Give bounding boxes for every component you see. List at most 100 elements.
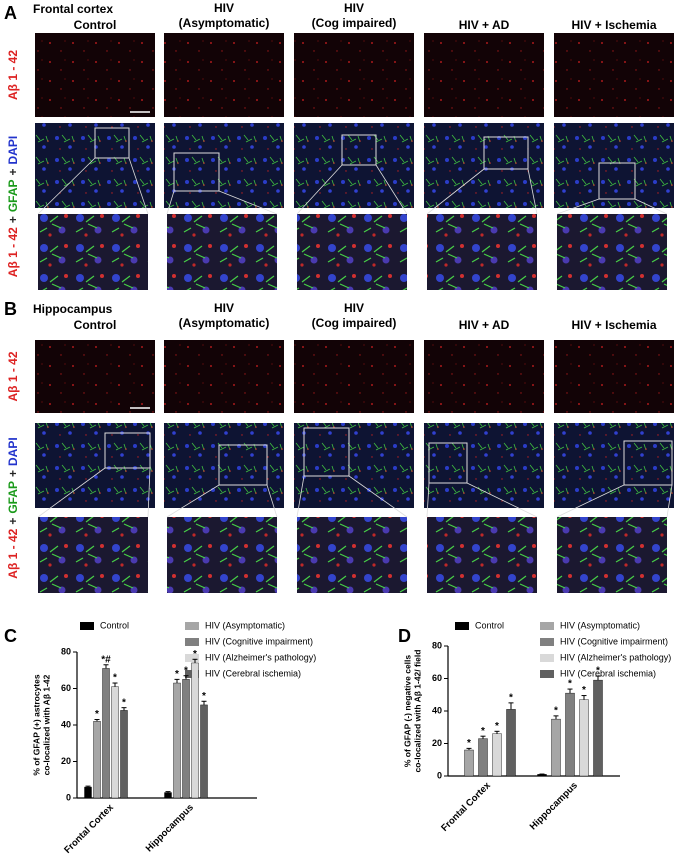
- inset-box: [483, 136, 529, 170]
- micrograph: [35, 423, 155, 508]
- panel-letter: A: [4, 3, 17, 23]
- micrograph: [554, 33, 674, 117]
- inset-box: [173, 152, 220, 192]
- micrograph: [297, 517, 407, 593]
- bar: [200, 704, 208, 799]
- micrograph: [557, 517, 667, 593]
- zoom-line: [147, 467, 151, 518]
- panel-letter: D: [398, 626, 411, 646]
- y-axis-label: co-localized with Aβ 1-42: [41, 674, 51, 775]
- micrograph: [38, 214, 148, 290]
- row-label-part: Aβ 1 - 42: [6, 528, 20, 578]
- column-header: HIV + AD: [459, 318, 510, 332]
- micrograph: [164, 423, 284, 508]
- significance-label: *: [582, 685, 586, 696]
- column-header: Control: [74, 18, 117, 32]
- row-label-part: +: [6, 518, 20, 525]
- column-header: HIV + Ischemia: [571, 318, 656, 332]
- legend-label: HIV (Alzheimer's pathology): [560, 652, 671, 662]
- panel-letter: B: [4, 299, 17, 319]
- zoom-line: [527, 168, 538, 215]
- micrograph: [35, 340, 155, 413]
- zoom-line: [426, 168, 485, 215]
- bar: [492, 733, 502, 777]
- column-header: HIV: [214, 301, 234, 315]
- micrograph: [297, 214, 407, 290]
- y-tick-label: 60: [432, 673, 442, 683]
- inset-box: [218, 444, 268, 486]
- micrograph: [424, 340, 544, 413]
- zoom-line: [166, 190, 175, 215]
- zoom-line: [128, 157, 149, 215]
- legend-label: HIV (Asymptomatic): [205, 620, 285, 630]
- row-label-part: Aβ 1 - 42: [6, 351, 20, 401]
- bar: [464, 749, 474, 777]
- significance-label: *: [554, 706, 558, 717]
- bar: [478, 738, 488, 777]
- micrograph: [167, 517, 277, 593]
- micrograph: [35, 33, 155, 117]
- zoom-line: [348, 475, 408, 518]
- row-label: Aβ 1 - 42 + GFAP + DAPI: [6, 136, 20, 277]
- image-panels: A Frontal cortexControlHIV(Asymptomatic)H…: [4, 1, 674, 593]
- zoom-line: [426, 482, 430, 518]
- x-tick-label: Frontal Cortex: [62, 802, 116, 856]
- legend-swatch: [185, 622, 199, 630]
- zoom-line: [466, 482, 538, 518]
- legend-label: Control: [100, 620, 129, 630]
- micrograph: [164, 340, 284, 413]
- significance-label: *: [113, 673, 117, 684]
- row-label: Aβ 1 - 42: [6, 50, 20, 100]
- legend-swatch: [540, 622, 554, 630]
- micrograph: [164, 33, 284, 117]
- charts: C Control HIV (Asymptomatic) HIV (Cognitive…: [4, 620, 671, 855]
- zoom-line: [166, 484, 220, 518]
- zoom-line: [296, 475, 305, 518]
- row-label-part: Aβ 1 - 42: [6, 227, 20, 277]
- inset-box: [623, 440, 673, 486]
- row-label-part: +: [6, 168, 20, 175]
- bar: [551, 718, 561, 777]
- legend-label: HIV (Cognitive impairment): [205, 636, 313, 646]
- legend-swatch: [540, 654, 554, 662]
- bar: [182, 679, 190, 799]
- y-tick-label: 40: [61, 719, 71, 729]
- inset-box: [598, 162, 636, 200]
- column-header: HIV: [344, 1, 364, 15]
- row-label-part: GFAP: [6, 481, 20, 514]
- y-tick-label: 60: [61, 683, 71, 693]
- legend-swatch: [455, 622, 469, 630]
- significance-label: *: [596, 666, 600, 677]
- column-header: Control: [74, 318, 117, 332]
- bar: [173, 682, 181, 799]
- micrograph: [167, 214, 277, 290]
- significance-label: *: [568, 679, 572, 690]
- inset-box: [428, 442, 468, 484]
- x-tick-label: Hippocampus: [144, 802, 196, 854]
- bar: [102, 668, 110, 799]
- legend-label: HIV (Asymptomatic): [560, 620, 640, 630]
- column-header: (Cog impaired): [312, 316, 397, 330]
- bar: [84, 786, 92, 799]
- column-header: (Cog impaired): [312, 16, 397, 30]
- bar: [506, 709, 516, 777]
- micrograph: [294, 423, 414, 508]
- legend-label: HIV (Cerebral ischemia): [205, 668, 301, 678]
- significance-label: *: [509, 693, 513, 704]
- column-header: HIV + Ischemia: [571, 18, 656, 32]
- y-tick-label: 80: [61, 646, 71, 656]
- legend-swatch: [80, 622, 94, 630]
- row-label-part: DAPI: [6, 136, 20, 165]
- zoom-line: [37, 467, 106, 518]
- legend-label: HIV (Alzheimer's pathology): [205, 652, 316, 662]
- inset-box: [94, 127, 130, 159]
- bar: [191, 662, 199, 799]
- significance-label: *: [184, 665, 188, 676]
- row-label-part: DAPI: [6, 437, 20, 466]
- row-label: Aβ 1 - 42: [6, 351, 20, 401]
- significance-label: *: [175, 669, 179, 680]
- region-label: Frontal cortex: [33, 2, 113, 16]
- y-tick-label: 80: [432, 640, 442, 650]
- bar: [120, 710, 128, 799]
- x-tick-label: Frontal Cortex: [439, 780, 493, 834]
